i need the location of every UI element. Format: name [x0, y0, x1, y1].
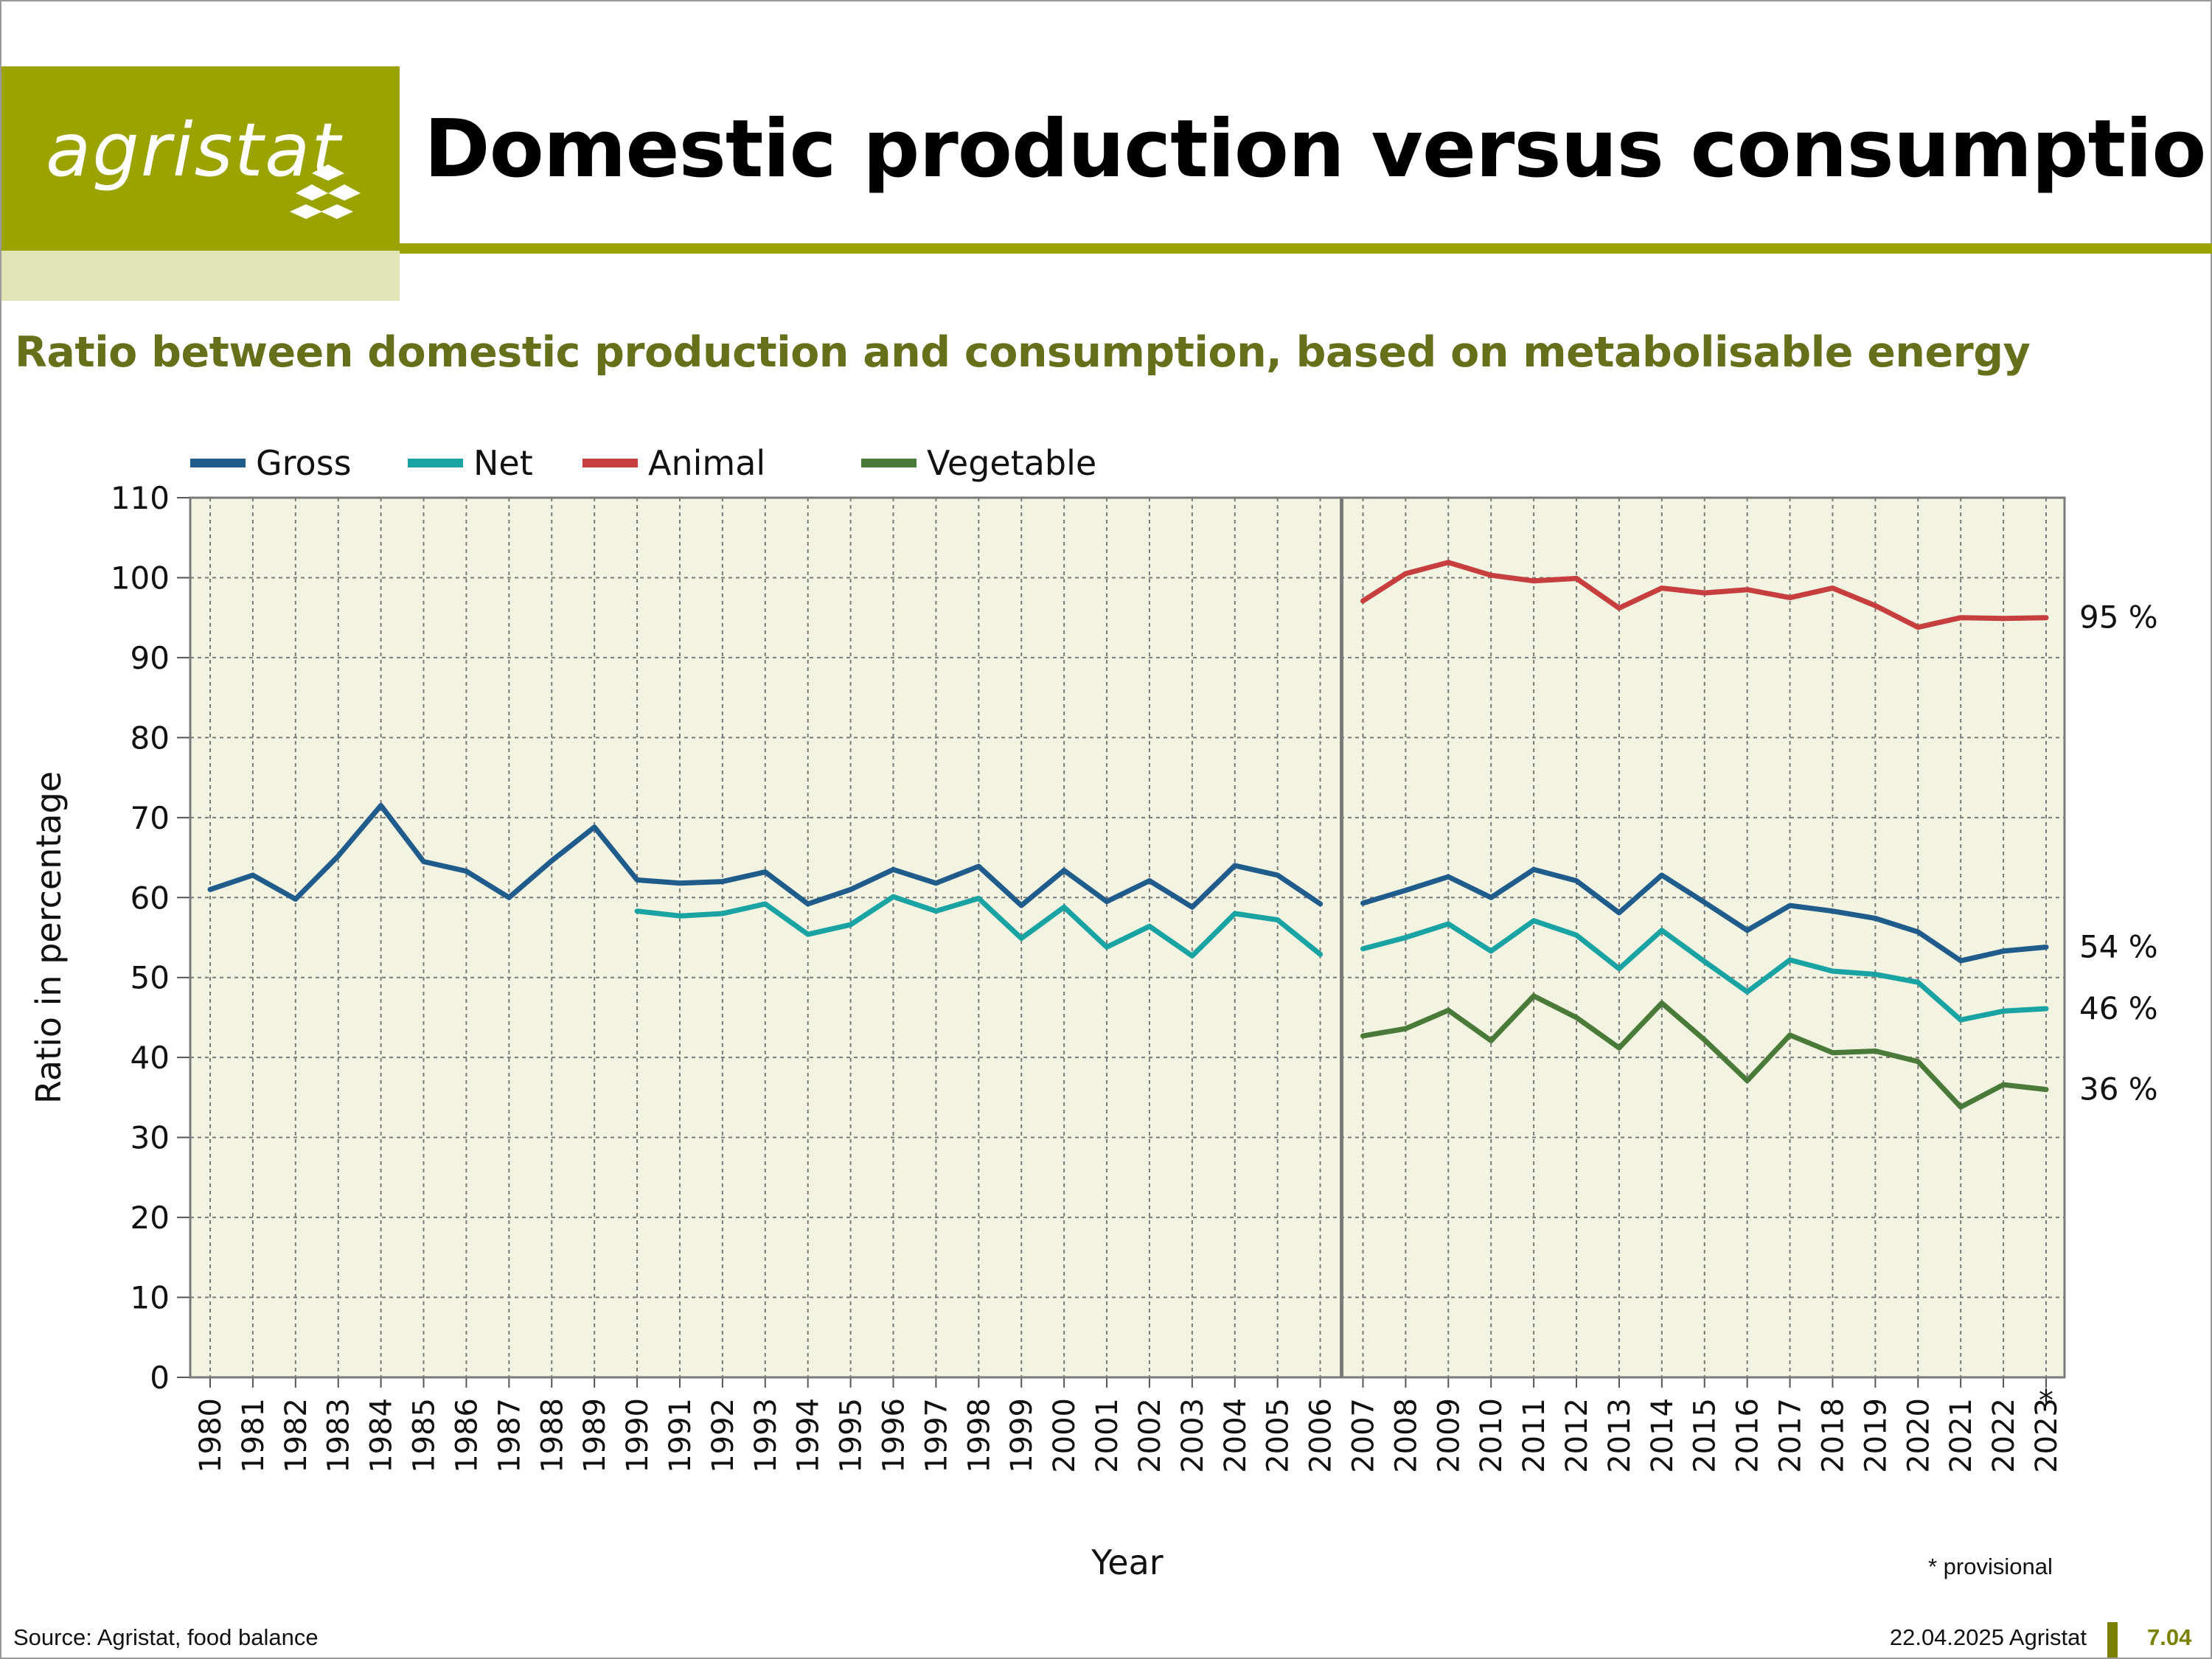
- x-tick-label: 1996: [877, 1398, 911, 1473]
- footer-divider: [2107, 1622, 2118, 1658]
- x-tick-label: 1983: [322, 1398, 356, 1473]
- x-tick-label: 1984: [365, 1398, 399, 1473]
- end-label-gross: 54 %: [2079, 929, 2158, 965]
- x-tick-label: 2009: [1432, 1398, 1466, 1473]
- x-tick-label: 1999: [1005, 1398, 1039, 1473]
- x-tick-label: 2005: [1262, 1398, 1295, 1473]
- x-tick-label: 2010: [1475, 1398, 1509, 1473]
- legend-swatch-gross: [190, 459, 246, 467]
- x-tick-label: 2000: [1048, 1398, 1082, 1473]
- series-line-gross: [1360, 866, 2049, 964]
- logo-diamond-icon: [290, 164, 361, 219]
- x-tick-label: 1980: [194, 1398, 228, 1473]
- x-tick-label: 2020: [1902, 1398, 1935, 1473]
- plot-border: [189, 496, 2066, 1379]
- y-tick-label: 30: [131, 1120, 170, 1156]
- x-tick-label: 2011: [1517, 1398, 1551, 1473]
- x-tick-label: 2008: [1389, 1398, 1423, 1473]
- x-tick-label: 2016: [1731, 1398, 1765, 1473]
- agristat-logo-text: agristat: [46, 107, 342, 193]
- x-tick-label: 1993: [749, 1398, 783, 1473]
- y-tick-label: 20: [131, 1200, 170, 1236]
- x-tick-label: 2017: [1774, 1398, 1808, 1473]
- y-tick-label: 70: [131, 800, 170, 836]
- series-line-net: [1360, 918, 2049, 1023]
- legend-item-net: Net: [408, 441, 533, 485]
- chart-subtitle: Ratio between domestic production and co…: [15, 328, 2031, 377]
- x-tick-label: 2015: [1688, 1398, 1722, 1473]
- x-tick-label: 1997: [919, 1398, 953, 1473]
- end-label-vegetable: 36 %: [2079, 1071, 2158, 1107]
- legend-label-net: Net: [473, 443, 533, 483]
- y-tick-label: 110: [111, 480, 170, 516]
- x-tick-label: 2012: [1560, 1398, 1594, 1473]
- x-tick-label: 2004: [1219, 1398, 1253, 1473]
- y-tick-label: 90: [131, 640, 170, 676]
- x-tick-label: 1981: [237, 1398, 271, 1473]
- y-tick-label: 10: [131, 1280, 170, 1316]
- page-number: 7.04: [2147, 1624, 2192, 1650]
- x-tick-label: 1992: [706, 1398, 740, 1473]
- x-tick-label: 2001: [1091, 1398, 1124, 1473]
- y-axis-title: Ratio in percentage: [29, 771, 69, 1104]
- page-title: Domestic production versus consumption: [424, 103, 2212, 195]
- logo-block: [1, 66, 400, 251]
- x-tick-label: 2013: [1603, 1398, 1637, 1473]
- x-tick-label: 2018: [1816, 1398, 1850, 1473]
- x-tick-label: 1998: [962, 1398, 996, 1473]
- legend-label-animal: Animal: [648, 443, 766, 483]
- x-tick-label: 1994: [792, 1398, 826, 1473]
- x-tick-label: 2023: [2030, 1398, 2064, 1473]
- series-line-net: [634, 894, 1324, 959]
- y-tick-label: 100: [111, 560, 170, 596]
- y-tick-label: 60: [131, 880, 170, 916]
- x-tick-label: 1995: [835, 1398, 869, 1473]
- series-line-gross: [207, 803, 1324, 910]
- x-tick-label: 1986: [450, 1398, 484, 1473]
- logo-strip: [1, 251, 400, 301]
- provisional-marker: *: [2039, 1384, 2053, 1418]
- y-tick-label: 80: [131, 720, 170, 756]
- x-axis-title: Year: [1091, 1543, 1163, 1582]
- x-tick-label: 2021: [1944, 1398, 1978, 1473]
- x-tick-label: 2006: [1304, 1398, 1338, 1473]
- y-tick-label: 50: [131, 960, 170, 996]
- legend-item-vegetable: Vegetable: [861, 441, 1096, 485]
- series-line-vegetable: [1360, 993, 2049, 1110]
- x-tick-label: 1982: [279, 1398, 313, 1473]
- legend-swatch-net: [408, 459, 463, 467]
- end-label-net: 46 %: [2079, 990, 2158, 1026]
- y-tick-label: 0: [150, 1360, 170, 1396]
- end-label-animal: 95 %: [2079, 599, 2158, 636]
- legend-item-animal: Animal: [582, 441, 765, 485]
- footer-date: 22.04.2025 Agristat: [1889, 1624, 2087, 1650]
- y-tick-label: 40: [131, 1040, 170, 1076]
- x-tick-label: 2002: [1133, 1398, 1167, 1473]
- provisional-note: * provisional: [1928, 1554, 2053, 1579]
- source-footnote: Source: Agristat, food balance: [13, 1624, 319, 1650]
- x-tick-label: 1990: [621, 1398, 655, 1473]
- legend-swatch-animal: [582, 459, 638, 467]
- x-tick-label: 2014: [1646, 1398, 1680, 1473]
- x-tick-label: 1985: [408, 1398, 442, 1473]
- legend-label-gross: Gross: [256, 443, 352, 483]
- x-tick-label: 1988: [535, 1398, 569, 1473]
- legend-item-gross: Gross: [190, 441, 352, 485]
- x-tick-label: 2022: [1987, 1398, 2021, 1473]
- series-line-animal: [1360, 560, 2049, 630]
- x-tick-label: 1991: [664, 1398, 698, 1473]
- title-underline: [400, 243, 2212, 254]
- x-tick-label: 2019: [1859, 1398, 1893, 1473]
- x-tick-label: 2003: [1176, 1398, 1210, 1473]
- x-tick-label: 1987: [493, 1398, 526, 1473]
- x-tick-label: 1989: [578, 1398, 612, 1473]
- x-tick-label: 2007: [1346, 1398, 1380, 1473]
- legend-swatch-vegetable: [861, 459, 917, 467]
- legend-label-vegetable: Vegetable: [927, 443, 1097, 483]
